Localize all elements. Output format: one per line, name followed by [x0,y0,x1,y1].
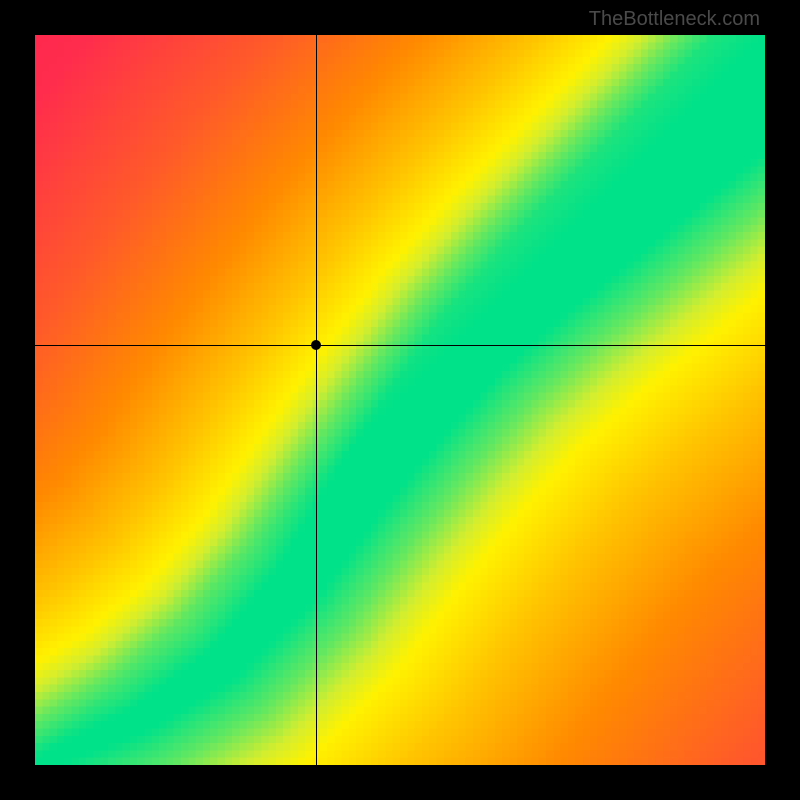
crosshair-vertical [316,35,317,765]
heatmap-plot [35,35,765,765]
watermark-text: TheBottleneck.com [589,8,760,31]
heatmap-canvas [35,35,765,765]
crosshair-horizontal [35,345,765,346]
crosshair-marker [311,340,321,350]
